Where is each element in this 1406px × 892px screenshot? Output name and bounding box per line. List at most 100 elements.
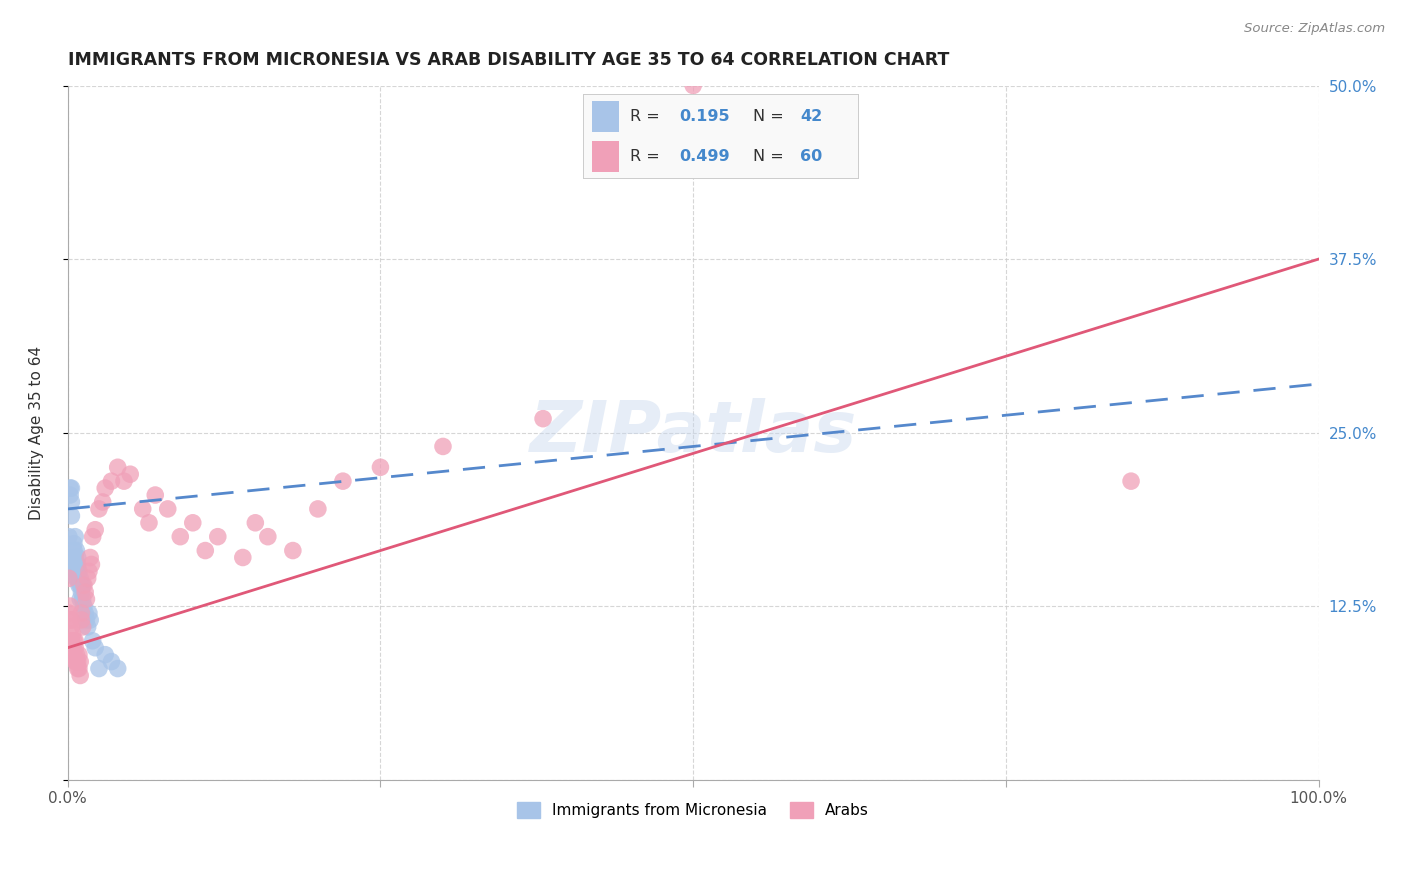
Text: ZIPatlas: ZIPatlas (530, 398, 856, 467)
Text: 42: 42 (800, 109, 823, 124)
Point (65, 558, 87, 572)
Point (59, 613, 82, 627)
Point (156, 502, 179, 516)
Point (132, 502, 155, 516)
Point (232, 550, 254, 565)
Point (82, 633, 104, 648)
Point (58, 571, 80, 585)
Point (66, 661, 89, 675)
FancyBboxPatch shape (592, 141, 619, 171)
Point (66, 655, 89, 669)
Point (63, 648, 86, 662)
Point (66, 571, 89, 585)
Point (76, 571, 98, 585)
Point (63, 655, 86, 669)
Text: N =: N = (754, 149, 785, 164)
Point (77, 565, 100, 579)
Point (80, 558, 103, 572)
Point (69, 592, 91, 607)
Point (75, 592, 97, 607)
FancyBboxPatch shape (592, 102, 619, 132)
Point (120, 467, 142, 482)
Point (75, 585, 97, 599)
Text: R =: R = (630, 149, 659, 164)
Point (62, 640, 84, 655)
Point (60, 613, 83, 627)
Point (60, 481, 83, 495)
Point (58, 530, 80, 544)
Point (59, 599, 82, 613)
Point (79, 613, 101, 627)
Point (87, 502, 110, 516)
Point (682, 78, 704, 93)
Point (94, 481, 117, 495)
Point (63, 558, 86, 572)
Point (67, 648, 90, 662)
Point (245, 516, 267, 530)
Point (169, 530, 191, 544)
Point (143, 488, 166, 502)
Point (65, 648, 87, 662)
Point (84, 523, 107, 537)
Point (94, 648, 117, 662)
Point (73, 578, 96, 592)
Point (63, 536, 86, 550)
Text: R =: R = (630, 109, 659, 124)
Point (63, 633, 86, 648)
Point (62, 550, 84, 565)
Point (59, 488, 82, 502)
Point (65, 543, 87, 558)
Point (63, 550, 86, 565)
Point (60, 495, 83, 509)
Point (67, 565, 90, 579)
Point (67, 578, 90, 592)
Point (100, 655, 122, 669)
Text: N =: N = (754, 109, 785, 124)
Point (69, 655, 91, 669)
Legend: Immigrants from Micronesia, Arabs: Immigrants from Micronesia, Arabs (510, 796, 876, 824)
Point (100, 474, 122, 488)
Point (138, 516, 160, 530)
Point (58, 606, 80, 620)
Point (256, 530, 278, 544)
Point (76, 620, 98, 634)
Point (84, 640, 107, 655)
Point (65, 565, 87, 579)
Point (77, 606, 100, 620)
Point (69, 578, 91, 592)
Point (75, 606, 97, 620)
Point (65, 655, 87, 669)
Point (59, 481, 82, 495)
Point (91, 495, 114, 509)
Point (112, 474, 135, 488)
Text: 0.195: 0.195 (679, 109, 730, 124)
Text: 60: 60 (800, 149, 823, 164)
Point (73, 599, 96, 613)
Point (281, 543, 304, 558)
Point (79, 550, 101, 565)
Point (69, 668, 91, 682)
Point (307, 502, 329, 516)
Point (66, 558, 89, 572)
Point (72, 592, 94, 607)
Point (63, 633, 86, 648)
Point (65, 571, 87, 585)
Point (432, 439, 454, 453)
Point (107, 661, 129, 675)
Point (70, 606, 93, 620)
Point (82, 530, 104, 544)
Point (69, 571, 91, 585)
Point (60, 508, 83, 523)
Point (60, 620, 83, 634)
Point (63, 530, 86, 544)
Point (87, 661, 110, 675)
Point (531, 411, 554, 425)
Y-axis label: Disability Age 35 to 64: Disability Age 35 to 64 (30, 345, 44, 520)
Point (67, 661, 90, 675)
Point (70, 578, 93, 592)
Point (66, 550, 89, 565)
Point (70, 585, 93, 599)
Point (63, 640, 86, 655)
Point (70, 613, 93, 627)
Point (107, 460, 129, 475)
